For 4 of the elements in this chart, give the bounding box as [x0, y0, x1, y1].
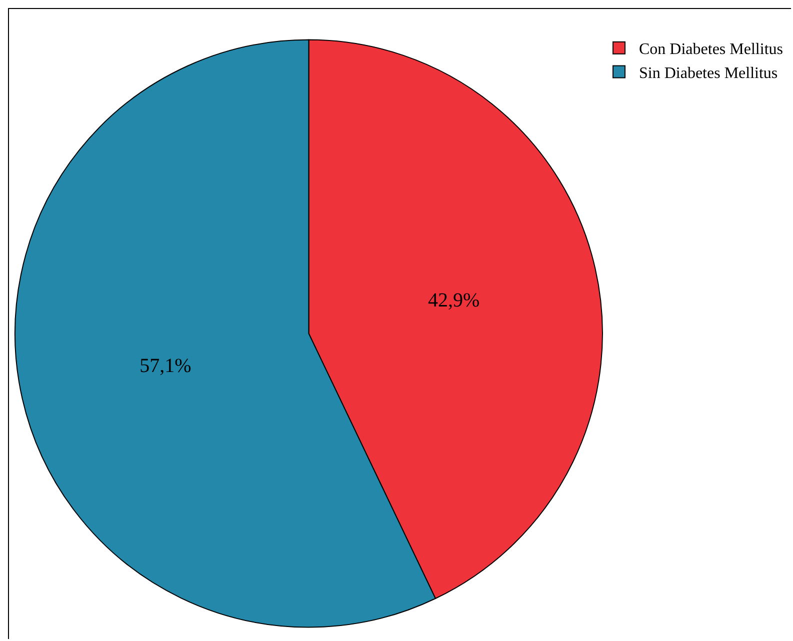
legend-label: Sin Diabetes Mellitus [639, 64, 778, 82]
data-label: 42,9% [428, 290, 480, 312]
legend-label: Con Diabetes Mellitus [639, 41, 783, 58]
data-label: 57,1% [140, 354, 192, 377]
